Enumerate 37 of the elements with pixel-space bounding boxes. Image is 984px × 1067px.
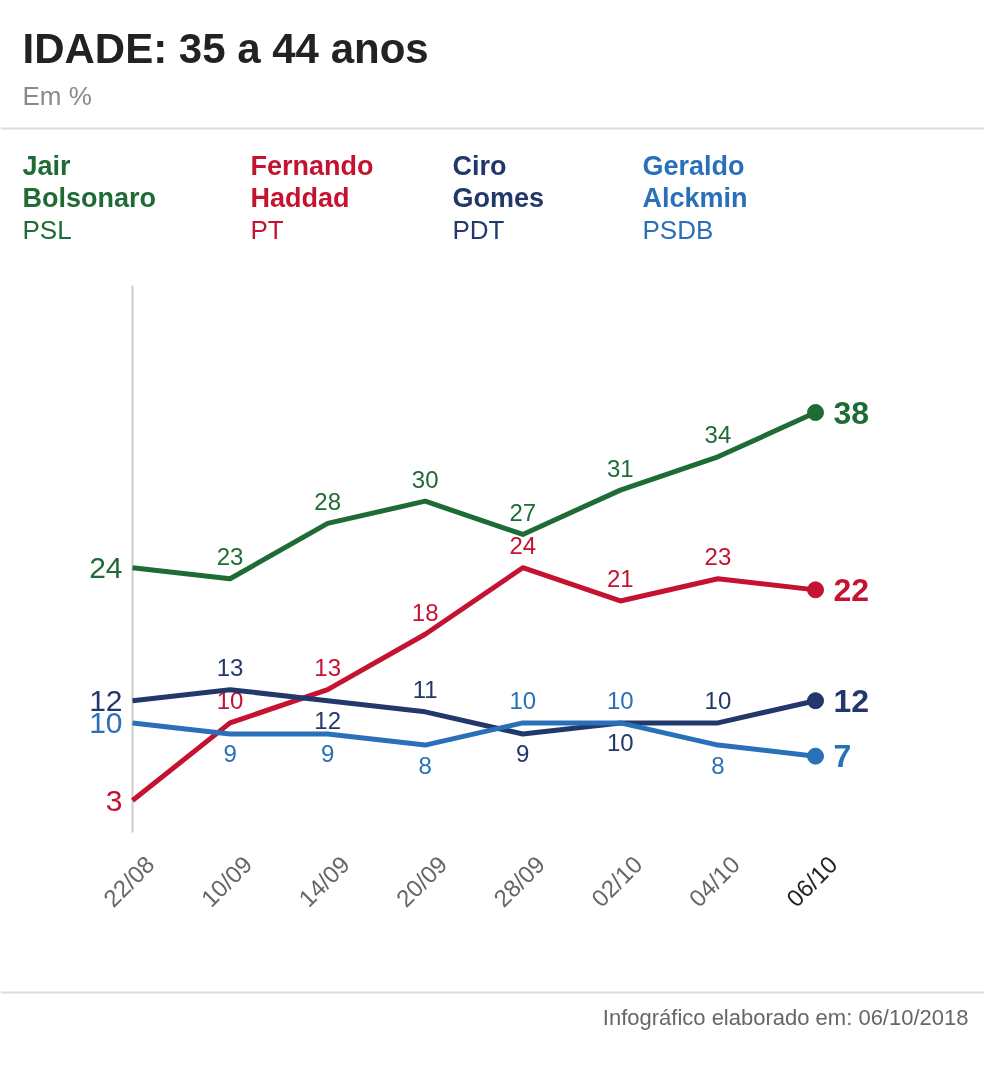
data-label: 18 bbox=[411, 598, 439, 626]
data-label: 10 bbox=[704, 687, 732, 715]
data-label: 27 bbox=[509, 498, 537, 526]
data-label: 30 bbox=[411, 465, 439, 493]
data-label: 8 bbox=[418, 751, 432, 779]
data-label: 38 bbox=[833, 394, 870, 431]
text: Fernando Haddad PT bbox=[250, 150, 374, 245]
data-label: 22 bbox=[833, 571, 870, 608]
data-label: 10 bbox=[607, 729, 634, 757]
text: Infográfico elaborado em: 06/10/2018 bbox=[602, 1005, 969, 1030]
data-label: 8 bbox=[711, 751, 725, 779]
data-label: 12 bbox=[833, 682, 870, 719]
data-label: 9 bbox=[516, 740, 530, 768]
data-label: 9 bbox=[320, 740, 335, 768]
chart-subtitle: Em % bbox=[22, 80, 92, 111]
data-label: 7 bbox=[833, 738, 852, 775]
data-label: 10 bbox=[216, 687, 244, 715]
data-label: 12 bbox=[314, 707, 341, 735]
text: Ciro Gomes PDT bbox=[452, 150, 545, 245]
data-label: 11 bbox=[412, 676, 438, 704]
data-label: 34 bbox=[704, 421, 732, 449]
data-label: 10 bbox=[607, 687, 634, 715]
data-label: 13 bbox=[314, 654, 341, 682]
data-label: 24 bbox=[89, 550, 123, 584]
data-label: 3 bbox=[105, 783, 123, 817]
data-label: 13 bbox=[216, 654, 244, 682]
chart-title: IDADE: 35 a 44 anos bbox=[22, 25, 429, 72]
data-label: 23 bbox=[216, 543, 244, 571]
text: Geraldo Alckmin PSDB bbox=[642, 150, 748, 245]
data-label: 28 bbox=[314, 487, 341, 515]
data-label: 24 bbox=[509, 532, 537, 560]
data-label: 9 bbox=[223, 740, 237, 768]
data-label: 10 bbox=[509, 687, 537, 715]
data-label: 21 bbox=[607, 565, 634, 593]
data-label: 23 bbox=[704, 543, 732, 571]
data-label: 31 bbox=[607, 454, 634, 482]
text: Jair Bolsonaro PSL bbox=[22, 150, 157, 245]
